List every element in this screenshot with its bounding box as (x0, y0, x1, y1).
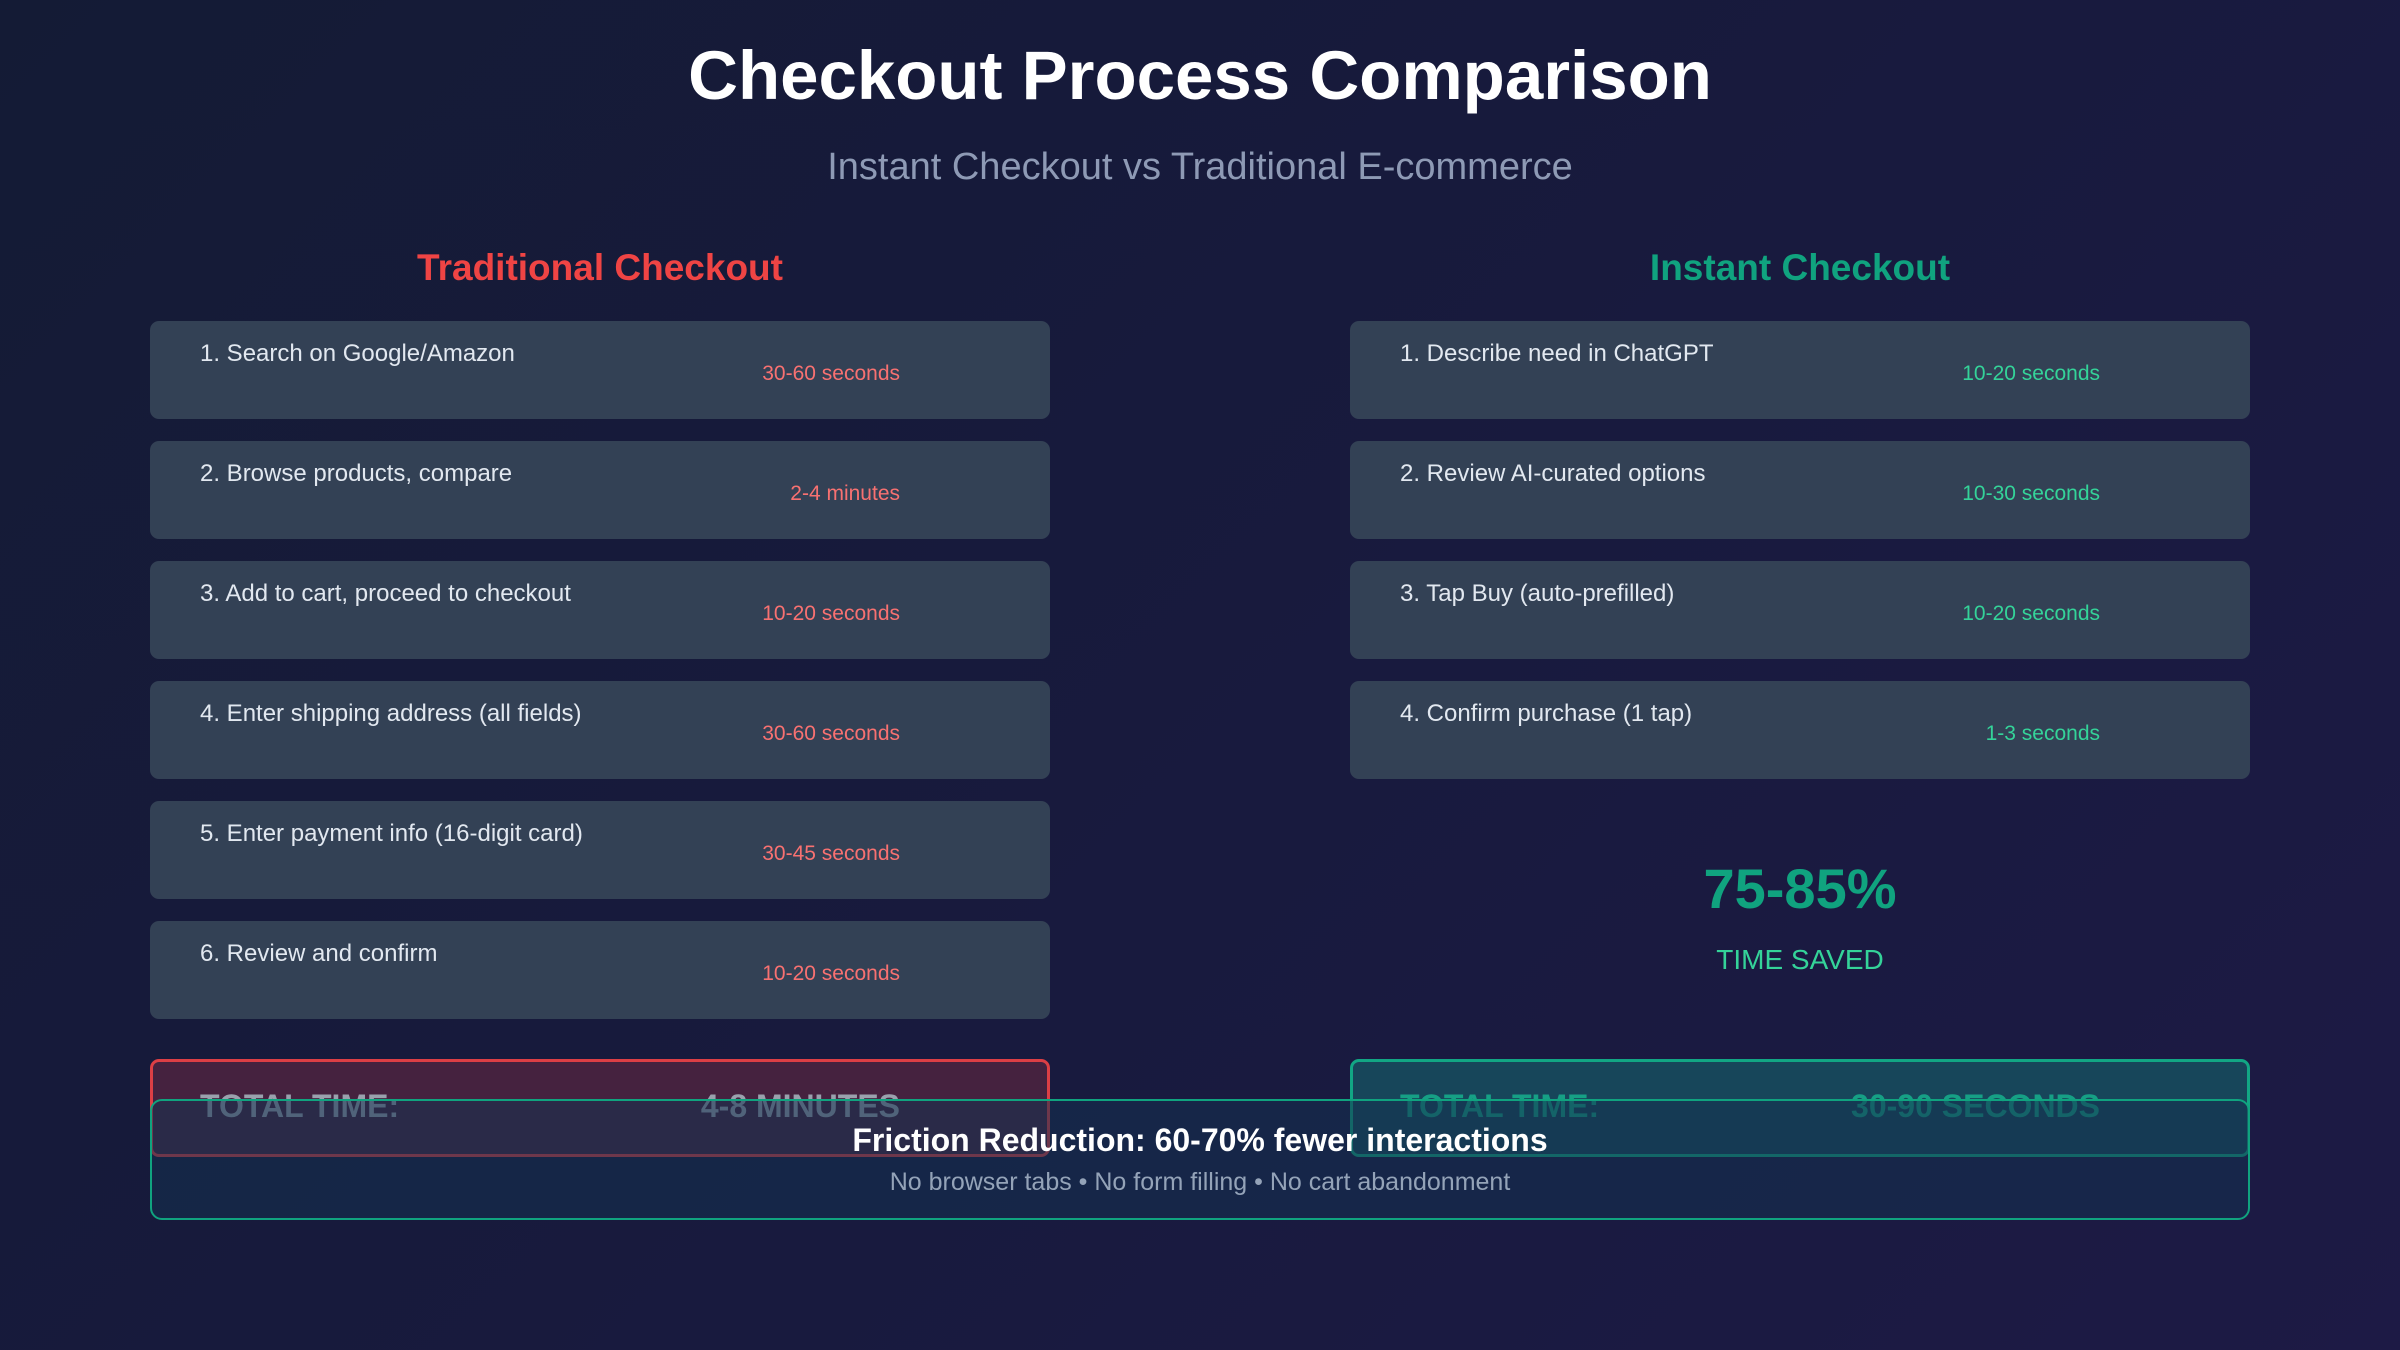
friction-heading: Friction Reduction: 60-70% fewer interac… (852, 1122, 1548, 1158)
traditional-step: 3. Add to cart, proceed to checkout 10-2… (150, 561, 1050, 659)
instant-step: 3. Tap Buy (auto-prefilled) 10-20 second… (1350, 561, 2250, 659)
traditional-step: 1. Search on Google/Amazon 30-60 seconds (150, 321, 1050, 419)
step-duration: 10-20 seconds (1962, 602, 2100, 625)
step-label: 3. Tap Buy (auto-prefilled) (1400, 580, 1675, 607)
step-label: 1. Describe need in ChatGPT (1400, 340, 1714, 367)
step-label: 1. Search on Google/Amazon (200, 340, 515, 367)
instant-step: 1. Describe need in ChatGPT 10-20 second… (1350, 321, 2250, 419)
step-duration: 10-20 seconds (1962, 362, 2100, 385)
step-duration: 10-20 seconds (762, 602, 900, 625)
instant-step: 2. Review AI-curated options 10-30 secon… (1350, 441, 2250, 539)
time-saved-label: TIME SAVED (1716, 944, 1884, 975)
traditional-step: 6. Review and confirm 10-20 seconds (150, 921, 1050, 1019)
step-duration: 2-4 minutes (790, 482, 900, 505)
page-title: Checkout Process Comparison (688, 37, 1712, 114)
traditional-step: 5. Enter payment info (16-digit card) 30… (150, 801, 1050, 899)
step-duration: 10-30 seconds (1962, 482, 2100, 505)
step-label: 2. Review AI-curated options (1400, 460, 1706, 487)
step-label: 4. Enter shipping address (all fields) (200, 700, 582, 727)
traditional-step: 4. Enter shipping address (all fields) 3… (150, 681, 1050, 779)
step-duration: 10-20 seconds (762, 962, 900, 985)
traditional-step: 2. Browse products, compare 2-4 minutes (150, 441, 1050, 539)
step-label: 5. Enter payment info (16-digit card) (200, 820, 583, 847)
friction-subtext: No browser tabs • No form filling • No c… (889, 1168, 1511, 1196)
step-label: 3. Add to cart, proceed to checkout (200, 580, 571, 607)
instant-heading: Instant Checkout (1649, 247, 1951, 288)
instant-step: 4. Confirm purchase (1 tap) 1-3 seconds (1350, 681, 2250, 779)
step-duration: 1-3 seconds (1985, 722, 2100, 745)
step-duration: 30-45 seconds (762, 842, 900, 865)
step-duration: 30-60 seconds (762, 722, 900, 745)
step-duration: 30-60 seconds (762, 362, 900, 385)
time-saved-value: 75-85% (1703, 857, 1897, 920)
traditional-heading: Traditional Checkout (417, 247, 783, 288)
step-label: 4. Confirm purchase (1 tap) (1400, 700, 1693, 727)
friction-reduction-box: Friction Reduction: 60-70% fewer interac… (150, 1099, 2250, 1220)
step-label: 6. Review and confirm (200, 940, 438, 967)
step-label: 2. Browse products, compare (200, 460, 513, 487)
page-subtitle: Instant Checkout vs Traditional E-commer… (827, 146, 1573, 188)
